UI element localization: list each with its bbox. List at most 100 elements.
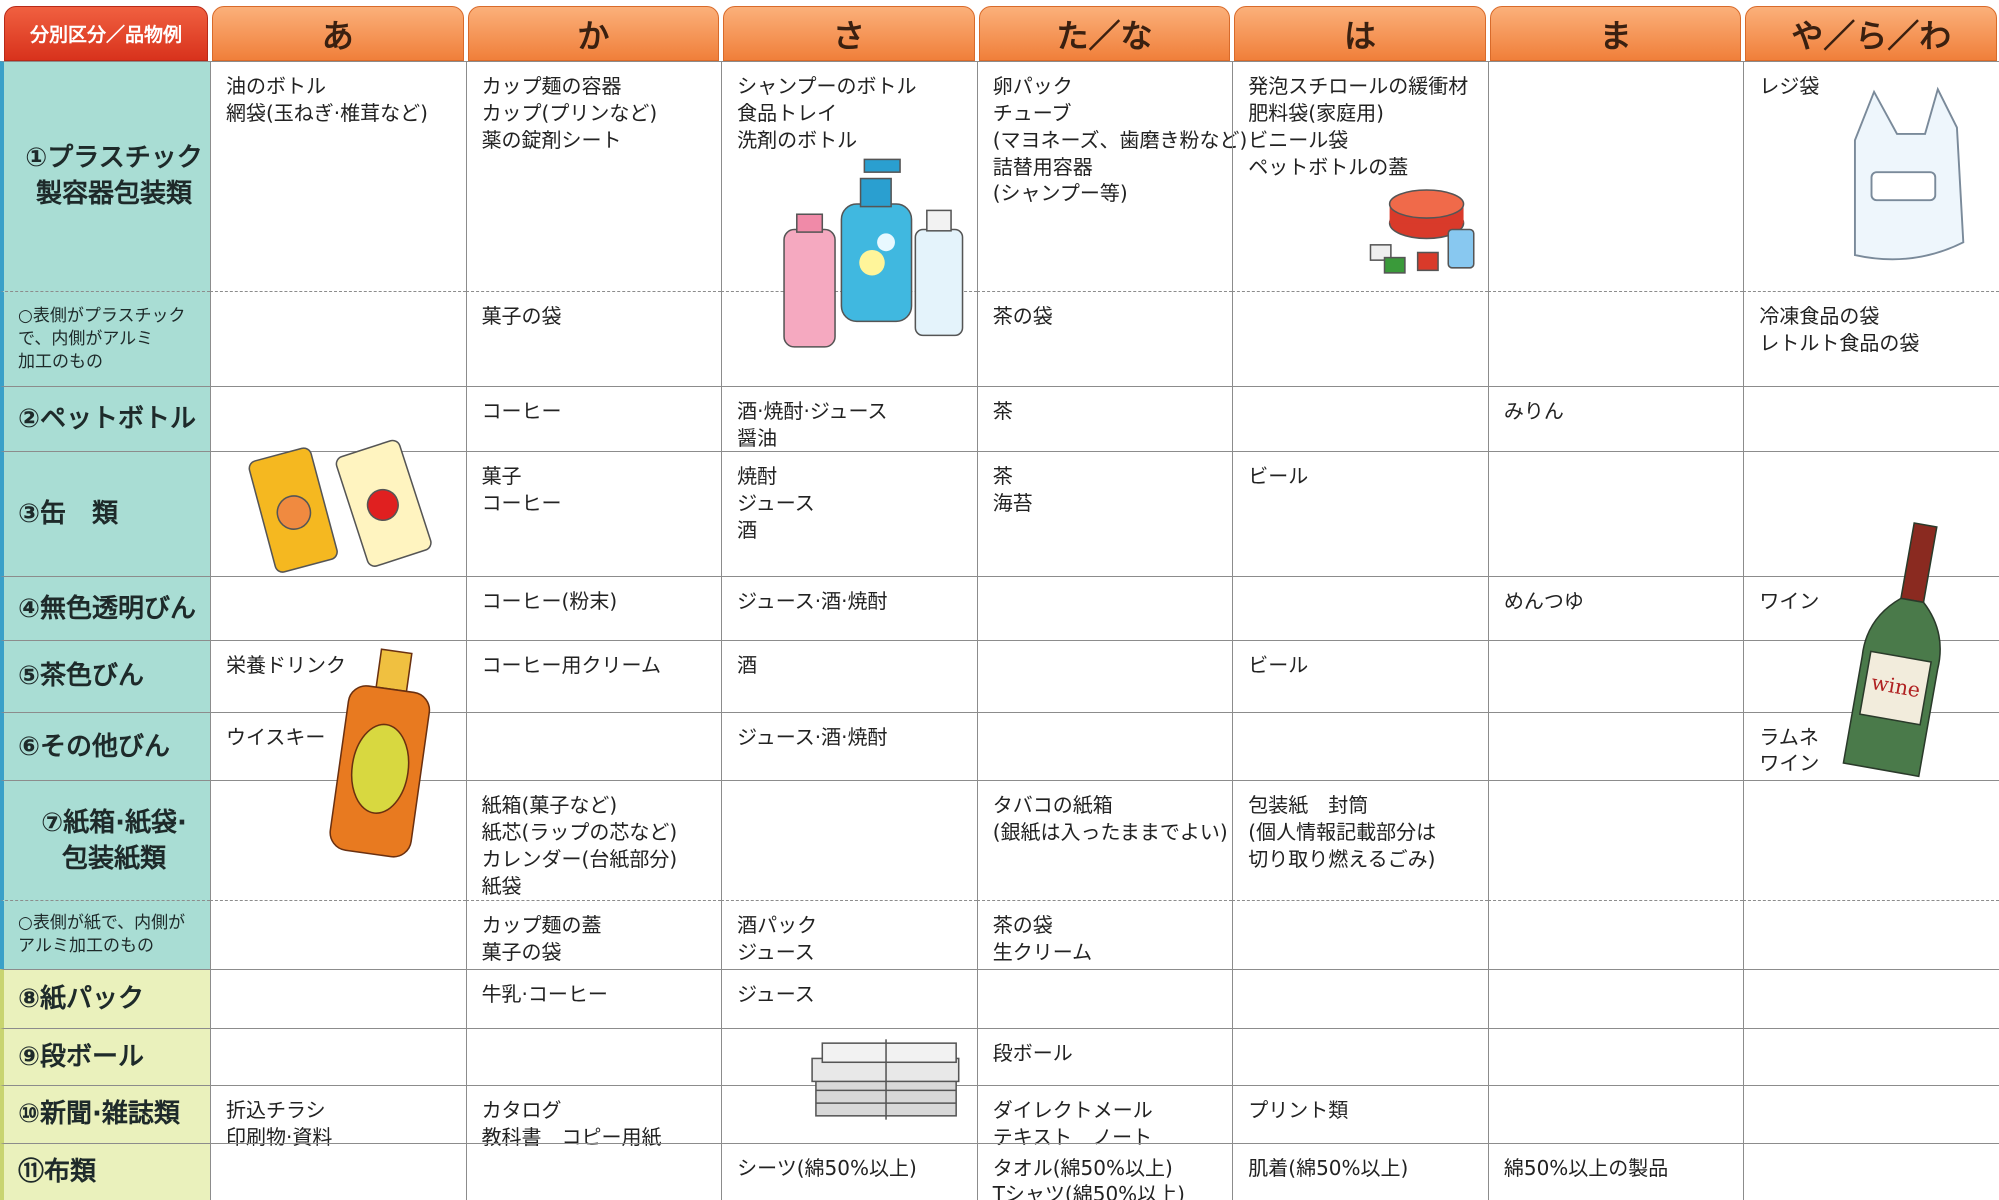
column-header: や／ら／わ (1745, 6, 1997, 62)
cell-text: (シャンプー等) (992, 181, 1128, 206)
cell-text: 紙芯(ラップの芯など) (481, 820, 678, 845)
cell: 発泡スチロールの緩衝材 肥料袋(家庭用) ビニール袋 ペットボトルの蓋 (1232, 61, 1488, 291)
cell (465, 711, 722, 781)
cell: みりん (1487, 386, 1744, 452)
cell-text: 酒 (737, 518, 758, 543)
cell-text: ビニール袋 (1248, 127, 1349, 152)
cell-text: タオル(綿50%以上) (992, 1155, 1173, 1180)
cell (1487, 969, 1744, 1028)
cell: ジュース·酒·焼酎 (721, 576, 977, 641)
cell (1743, 1085, 1999, 1143)
cell: ビール (1232, 451, 1488, 577)
row-label: ③缶 類 (0, 451, 210, 577)
cell-text: 茶 (992, 464, 1013, 489)
cell: 折込チラシ 印刷物·資料 (210, 1085, 466, 1149)
cell-text: 茶 (992, 399, 1013, 424)
row-label: ⑩新聞·雑誌類 (0, 1085, 210, 1143)
cell (210, 290, 466, 387)
column-header-text: ま (1599, 16, 1632, 55)
row-label-line: ⑨段ボール (18, 1042, 145, 1073)
cell: 茶の袋 (976, 290, 1233, 387)
cell: 茶の袋 生クリーム (976, 900, 1233, 970)
cell (721, 1027, 977, 1086)
cell-text: ビール (1248, 464, 1309, 489)
row-label: ⑨段ボール (0, 1027, 210, 1086)
cell (1487, 640, 1744, 712)
cell: 綿50%以上の製品 (1487, 1142, 1744, 1200)
row-label: ⑥その他びん (0, 711, 210, 781)
cell-text: 栄養ドリンク (226, 653, 346, 678)
row-label: ②ペットボトル (0, 386, 210, 452)
cell-text: コーヒー(粉末) (481, 589, 618, 614)
row-label: ⑤茶色びん (0, 640, 210, 712)
cell (465, 1142, 722, 1200)
cell: ウイスキー (210, 711, 466, 781)
cell-text: 網袋(玉ねぎ·椎茸など) (226, 101, 428, 125)
cell (721, 1085, 977, 1143)
cell-text: ダイレクトメール (992, 1098, 1153, 1123)
row-label-line: アルミ加工のもの (18, 936, 154, 957)
row-label: ○表側が紙で、内側が アルミ加工のもの (0, 900, 210, 970)
cell-text: めんつゆ (1503, 589, 1584, 614)
cell: 段ボール (976, 1027, 1233, 1086)
cell-text: ジュース (737, 982, 815, 1007)
cell-text: レトルト食品の袋 (1759, 330, 1920, 355)
cell-text: 酒·焼酎·ジュース (737, 399, 888, 424)
cell: タバコの紙箱 (銀紙は入ったままでよい) (976, 780, 1233, 901)
row-label-line: 包装紙類 (61, 843, 166, 874)
cell: 牛乳·コーヒー (465, 969, 722, 1028)
column-header: あ (212, 6, 464, 62)
cell (1743, 386, 1999, 452)
cell (210, 780, 466, 901)
cell: 菓子の袋 (465, 290, 722, 387)
cell: ラムネ ワイン (1743, 711, 1999, 781)
row-label-line: ⑤茶色びん (18, 661, 145, 692)
column-header: か (467, 6, 720, 62)
cell-text: カップ(プリンなど) (481, 101, 658, 125)
cell: 包装紙 封筒 (個人情報記載部分は 切り取り燃えるごみ) (1232, 780, 1488, 901)
cell-text: 発泡スチロールの緩衝材 (1248, 74, 1469, 99)
cell: ジュース (721, 969, 977, 1028)
column-header-text: さ (832, 16, 865, 55)
cell-text: タバコの紙箱 (992, 793, 1113, 818)
cell-text: ウイスキー (226, 724, 326, 749)
row-label: ④無色透明びん (0, 576, 210, 641)
cell-text: 印刷物·資料 (226, 1125, 333, 1150)
cell (1487, 290, 1744, 387)
cell-text: 生クリーム (992, 940, 1093, 965)
cell (976, 576, 1233, 641)
row-label-line: ⑥その他びん (18, 731, 171, 762)
row-label-line: ⑧紙パック (18, 984, 145, 1014)
cell-text: 肌着(綿50%以上) (1248, 1155, 1409, 1180)
cell: カップ麺の容器 カップ(プリンなど) 薬の錠剤シート (465, 61, 722, 291)
cell (210, 386, 466, 452)
cell: シャンプーのボトル 食品トレイ 洗剤のボトル (721, 61, 977, 291)
cell: ワイン (1743, 576, 1999, 641)
row-label-line: ④無色透明びん (18, 593, 197, 624)
cell-text: カレンダー(台紙部分) (481, 847, 678, 872)
cell (1232, 969, 1488, 1028)
cell (465, 1027, 722, 1086)
column-header-text: か (577, 16, 610, 55)
cell (1743, 1027, 1999, 1086)
cell-text: ワイン (1759, 751, 1820, 776)
cell: 茶 (976, 386, 1233, 452)
cell-text: 醤油 (737, 426, 778, 451)
cell-text: 卵パック (992, 74, 1073, 99)
cell: 卵パック チューブ (マヨネーズ、歯磨き粉など) 詰替用容器 (シャンプー等) (976, 61, 1247, 291)
row-label-line: ○表側が紙で、内側が (18, 913, 186, 934)
cell (210, 451, 466, 577)
cell (1232, 1027, 1488, 1086)
row-label-line: ②ペットボトル (18, 404, 197, 435)
cell-text: レジ袋 (1759, 74, 1820, 99)
cell-text: 詰替用容器 (992, 154, 1093, 179)
cell (1743, 451, 1999, 577)
cell: カップ麺の蓋 菓子の袋 (465, 900, 722, 970)
cell-text: カップ麺の蓋 (481, 913, 602, 938)
cell: ビール (1232, 640, 1488, 712)
cell: タオル(綿50%以上) Tシャツ(綿50%以上) (976, 1142, 1233, 1200)
cell: コーヒー用クリーム (465, 640, 722, 712)
cell-text: 切り取り燃えるごみ) (1248, 847, 1436, 872)
corner-text: 分別区分／品物例 (29, 24, 182, 47)
cell-text: 酒パック (737, 913, 818, 938)
